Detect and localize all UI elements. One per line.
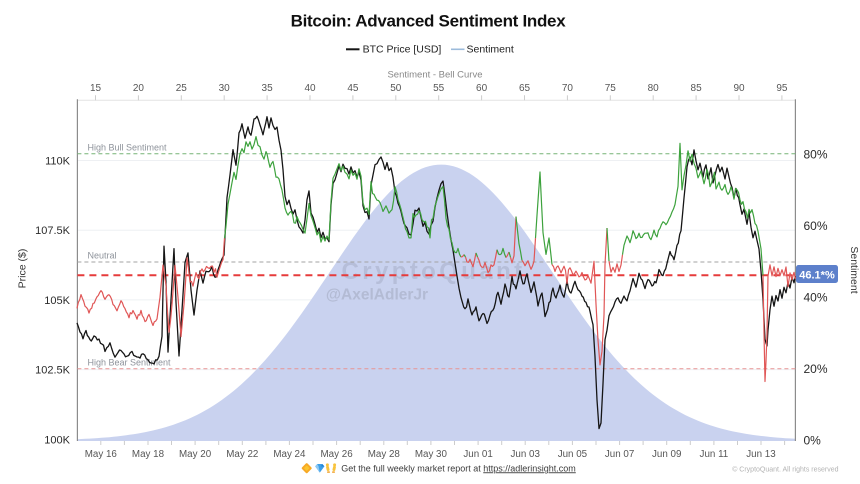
svg-text:107.5K: 107.5K [35,225,71,237]
svg-text:45: 45 [347,83,359,94]
svg-text:High Bear Sentiment: High Bear Sentiment [88,358,172,368]
svg-text:20: 20 [133,83,145,94]
svg-text:May 18: May 18 [132,449,165,460]
svg-text:50: 50 [390,83,402,94]
svg-text:May 24: May 24 [273,449,306,460]
svg-text:15: 15 [90,83,102,94]
svg-text:@AxelAdlerJr: @AxelAdlerJr [326,287,428,304]
svg-text:100K: 100K [44,434,70,446]
svg-text:40: 40 [304,83,316,94]
svg-text:80: 80 [648,83,660,94]
svg-text:40%: 40% [804,290,828,304]
svg-text:Get the full weekly market rep: Get the full weekly market report at htt… [341,463,576,473]
svg-text:May 28: May 28 [368,449,401,460]
svg-text:Bitcoin: Advanced Sentiment In: Bitcoin: Advanced Sentiment Index [291,12,567,31]
svg-text:105K: 105K [44,295,70,307]
svg-text:Jun 07: Jun 07 [605,449,634,460]
svg-text:Price ($): Price ($) [17,249,29,289]
svg-text:55: 55 [433,83,445,94]
svg-text:20%: 20% [804,362,828,376]
svg-text:60: 60 [476,83,488,94]
svg-text:46.1*%: 46.1*% [799,269,835,281]
svg-text:© CryptoQuant. All rights rese: © CryptoQuant. All rights reserved [732,466,838,474]
svg-text:95: 95 [776,83,788,94]
svg-text:102.5K: 102.5K [35,365,71,377]
svg-text:May 26: May 26 [321,449,354,460]
svg-text:Jun 13: Jun 13 [746,449,776,460]
svg-text:75: 75 [605,83,617,94]
svg-text:65: 65 [519,83,531,94]
svg-text:May 20: May 20 [179,449,212,460]
svg-text:85: 85 [691,83,703,94]
svg-text:BTC Price [USD]: BTC Price [USD] [363,43,442,55]
svg-text:80%: 80% [804,147,828,161]
svg-text:Sentiment: Sentiment [467,43,514,55]
svg-text:Jun 09: Jun 09 [652,449,681,460]
svg-text:Jun 01: Jun 01 [463,449,492,460]
svg-text:Neutral: Neutral [88,251,117,261]
svg-text:Jun 11: Jun 11 [700,449,729,460]
svg-text:70: 70 [562,83,574,94]
svg-text:May 22: May 22 [226,449,258,460]
svg-text:Jun 03: Jun 03 [510,449,540,460]
svg-text:May 16: May 16 [85,449,118,460]
svg-text:May 30: May 30 [415,449,448,460]
svg-text:Jun 05: Jun 05 [558,449,588,460]
svg-text:Sentiment: Sentiment [848,246,860,293]
svg-text:0%: 0% [804,433,822,447]
svg-text:60%: 60% [804,219,828,233]
svg-text:90: 90 [733,83,745,94]
svg-text:35: 35 [262,83,274,94]
svg-text:30: 30 [219,83,231,94]
svg-text:25: 25 [176,83,188,94]
svg-text:Sentiment - Bell Curve: Sentiment - Bell Curve [387,69,482,80]
svg-text:110K: 110K [45,156,71,168]
svg-text:High Bull Sentiment: High Bull Sentiment [88,143,168,153]
